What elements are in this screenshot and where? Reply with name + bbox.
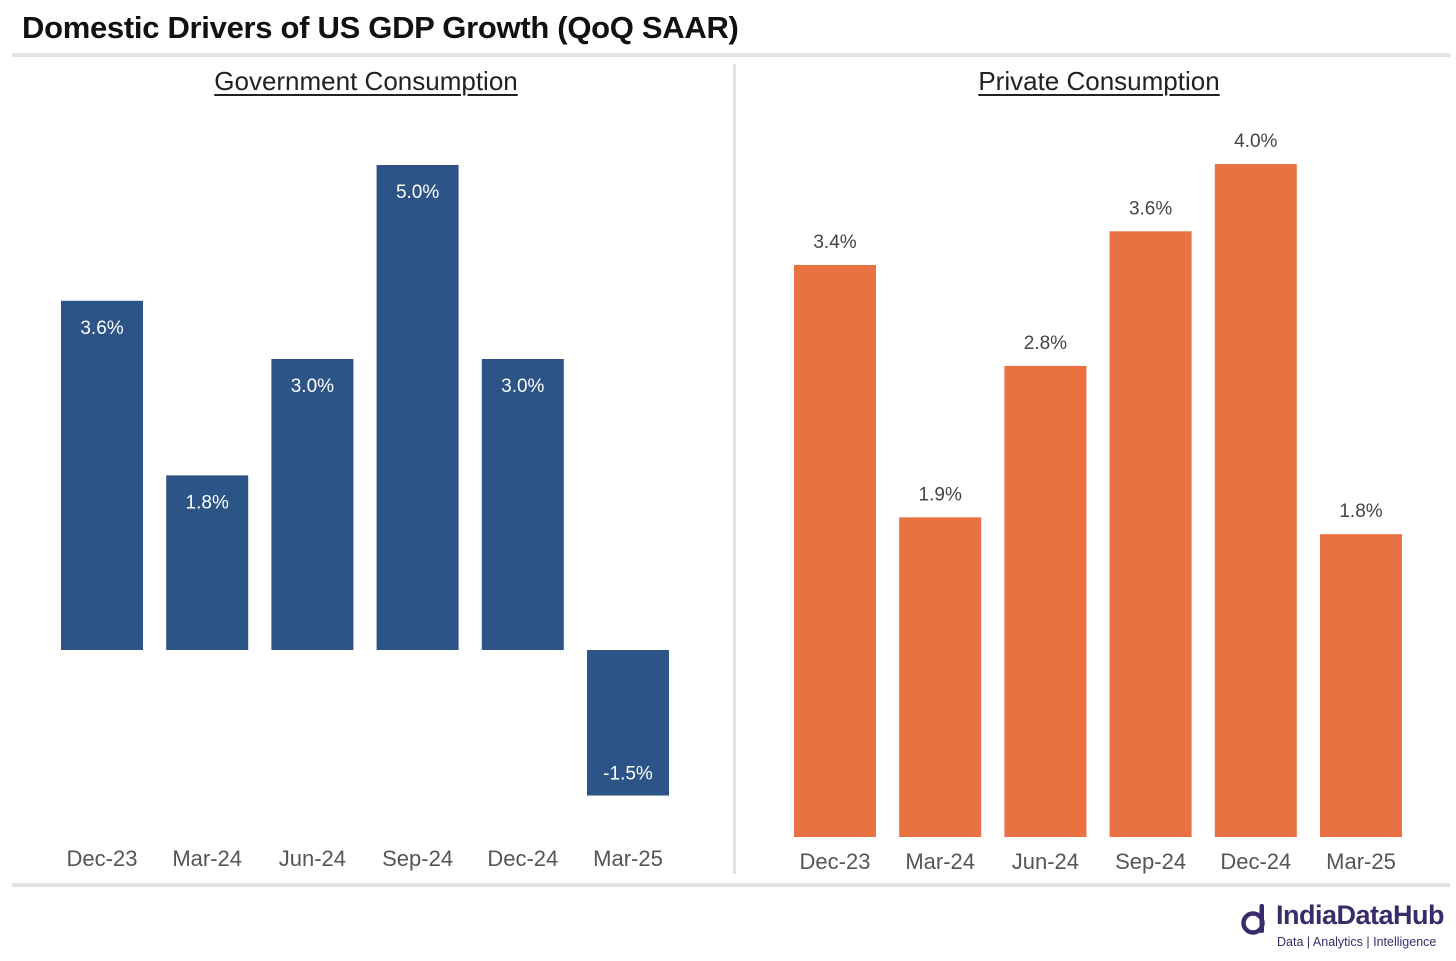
idh-logo-icon [1241,904,1265,935]
top-rule [12,53,1450,57]
pvt-tick-label-0: Dec-23 [800,849,871,874]
pvt-data-label-0: 3.4% [813,232,856,253]
pvt-data-label-3: 3.6% [1129,198,1172,219]
bottom-rule [12,883,1450,887]
pvt-bar-1 [899,517,982,837]
gov-data-label-4: 3.0% [501,376,544,397]
gov-tick-label-5: Mar-25 [593,846,663,871]
gov-bar-0 [61,300,143,650]
panel-divider [733,64,736,874]
pvt-bar-2 [1004,365,1087,837]
pvt-data-label-5: 1.8% [1339,501,1382,522]
pvt-tick-label-2: Jun-24 [1012,849,1079,874]
logo-tagline: Data | Analytics | Intelligence [1277,935,1437,949]
pvt-data-label-4: 4.0% [1234,131,1277,152]
gov-bar-3 [376,165,459,650]
government-consumption-chart: 3.6% Dec-23 1.8% Mar-24 3.0% Jun-24 5.0% Sep-24… [61,165,669,871]
logo-name: IndiaDataHub [1276,900,1445,930]
private-consumption-chart: 3.4% Dec-23 1.9% Mar-24 2.8% Jun-24 3.6% Sep-24… [794,131,1402,874]
gov-data-label-1: 1.8% [186,492,229,513]
gov-bar-4 [481,359,564,650]
chart-title: Domestic Drivers of US GDP Growth (QoQ S… [22,10,739,45]
pvt-bar-5 [1320,534,1402,837]
gov-bar-1 [166,475,249,650]
gov-tick-label-0: Dec-23 [67,846,138,871]
pvt-tick-label-4: Dec-24 [1220,849,1291,874]
pvt-tick-label-1: Mar-24 [905,849,975,874]
gov-tick-label-2: Jun-24 [279,846,346,871]
gov-data-label-5: -1.5% [603,764,653,785]
gov-tick-label-3: Sep-24 [382,846,453,871]
private-panel-title: Private Consumption [978,66,1220,96]
gov-bar-2 [271,359,354,650]
pvt-tick-label-3: Sep-24 [1115,849,1186,874]
gov-bar-5 [587,650,669,796]
government-panel-title: Government Consumption [214,66,518,96]
gov-data-label-0: 3.6% [80,318,123,339]
indiadatahub-logo: IndiaDataHub Data | Analytics | Intellig… [1240,900,1450,956]
pvt-bar-0 [794,264,876,837]
gov-tick-label-4: Dec-24 [487,846,558,871]
pvt-tick-label-5: Mar-25 [1326,849,1396,874]
pvt-data-label-1: 1.9% [919,484,962,505]
gov-data-label-2: 3.0% [291,376,334,397]
pvt-bar-3 [1109,231,1192,838]
gov-data-label-3: 5.0% [396,182,439,203]
pvt-bar-4 [1214,164,1297,837]
gov-tick-label-1: Mar-24 [172,846,242,871]
pvt-data-label-2: 2.8% [1024,333,1067,354]
